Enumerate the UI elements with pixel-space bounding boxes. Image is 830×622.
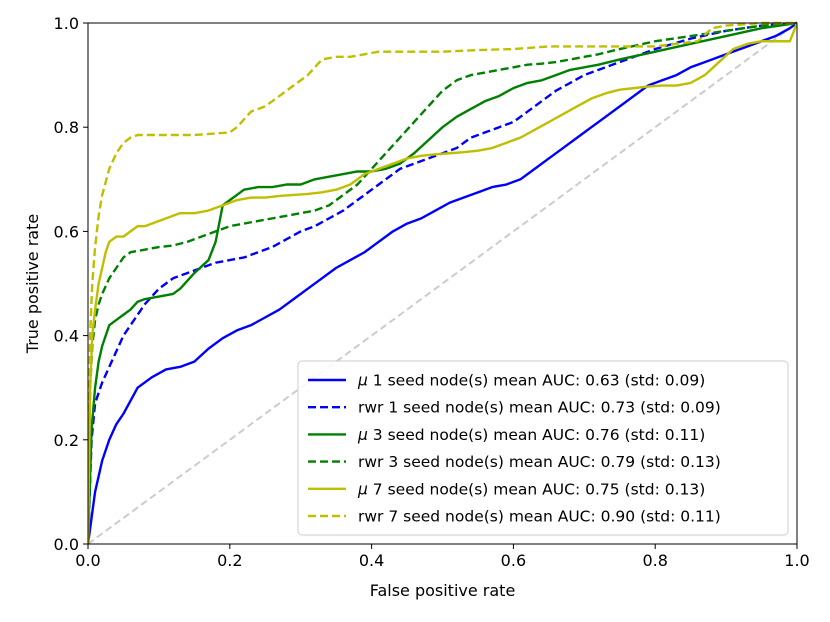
legend-label-text: rwr 3 seed node(s) mean AUC: 0.79 (std: …	[358, 453, 721, 471]
legend-label-mu3: μ 3 seed node(s) mean AUC: 0.76 (std: 0.…	[357, 426, 705, 444]
legend-mu-symbol: μ	[357, 426, 368, 444]
x-tick-label: 1.0	[784, 551, 809, 570]
legend-label-text: rwr 1 seed node(s) mean AUC: 0.73 (std: …	[358, 399, 721, 417]
y-tick-label: 1.0	[54, 14, 79, 33]
x-tick-label: 0.4	[359, 551, 384, 570]
legend-label-rwr1: rwr 1 seed node(s) mean AUC: 0.73 (std: …	[358, 399, 721, 417]
series-line-mu7	[88, 22, 797, 544]
ticks-layer: 0.0 0.2 0.4 0.6 0.8 1.0 0.0 0.2 0.4 0.6 0.8 1.0	[54, 14, 810, 570]
series-line-rwr7	[88, 21, 797, 544]
x-axis-label: False positive rate	[370, 581, 516, 600]
legend-label-text: rwr 7 seed node(s) mean AUC: 0.90 (std: …	[358, 508, 721, 526]
y-tick-label: 0.8	[54, 118, 79, 137]
y-tick-label: 0.4	[54, 327, 79, 346]
y-tick-label: 0.2	[54, 431, 79, 450]
x-tick-label: 0.8	[642, 551, 667, 570]
series-line-rwr1	[88, 21, 797, 544]
legend-label-mu1: μ 1 seed node(s) mean AUC: 0.63 (std: 0.…	[357, 372, 705, 390]
series-line-mu1	[88, 22, 797, 544]
series-line-rwr3	[88, 21, 797, 544]
y-tick-label: 0.6	[54, 222, 79, 241]
legend-frame	[297, 360, 789, 536]
legend: μ 1 seed node(s) mean AUC: 0.63 (std: 0.…	[297, 360, 789, 536]
series-layer	[88, 21, 797, 544]
legend-label-rwr3: rwr 3 seed node(s) mean AUC: 0.79 (std: …	[358, 453, 721, 471]
legend-label-rwr7: rwr 7 seed node(s) mean AUC: 0.90 (std: …	[358, 508, 721, 526]
legend-label-mu7: μ 7 seed node(s) mean AUC: 0.75 (std: 0.…	[357, 480, 705, 498]
series-line-mu3	[88, 21, 797, 544]
legend-mu-symbol: μ	[357, 480, 368, 498]
legend-label-text: 1 seed node(s) mean AUC: 0.63 (std: 0.09…	[368, 372, 705, 390]
legend-label-text: 7 seed node(s) mean AUC: 0.75 (std: 0.13…	[368, 480, 705, 498]
x-tick-label: 0.0	[75, 551, 100, 570]
y-tick-label: 0.0	[54, 535, 79, 554]
plot-frame	[87, 22, 798, 545]
legend-label-text: 3 seed node(s) mean AUC: 0.76 (std: 0.11…	[368, 426, 705, 444]
x-tick-label: 0.2	[217, 551, 242, 570]
y-axis-label: True positive rate	[23, 214, 42, 354]
legend-mu-symbol: μ	[357, 372, 368, 390]
chance-diagonal-line	[88, 22, 797, 544]
x-tick-label: 0.6	[501, 551, 526, 570]
